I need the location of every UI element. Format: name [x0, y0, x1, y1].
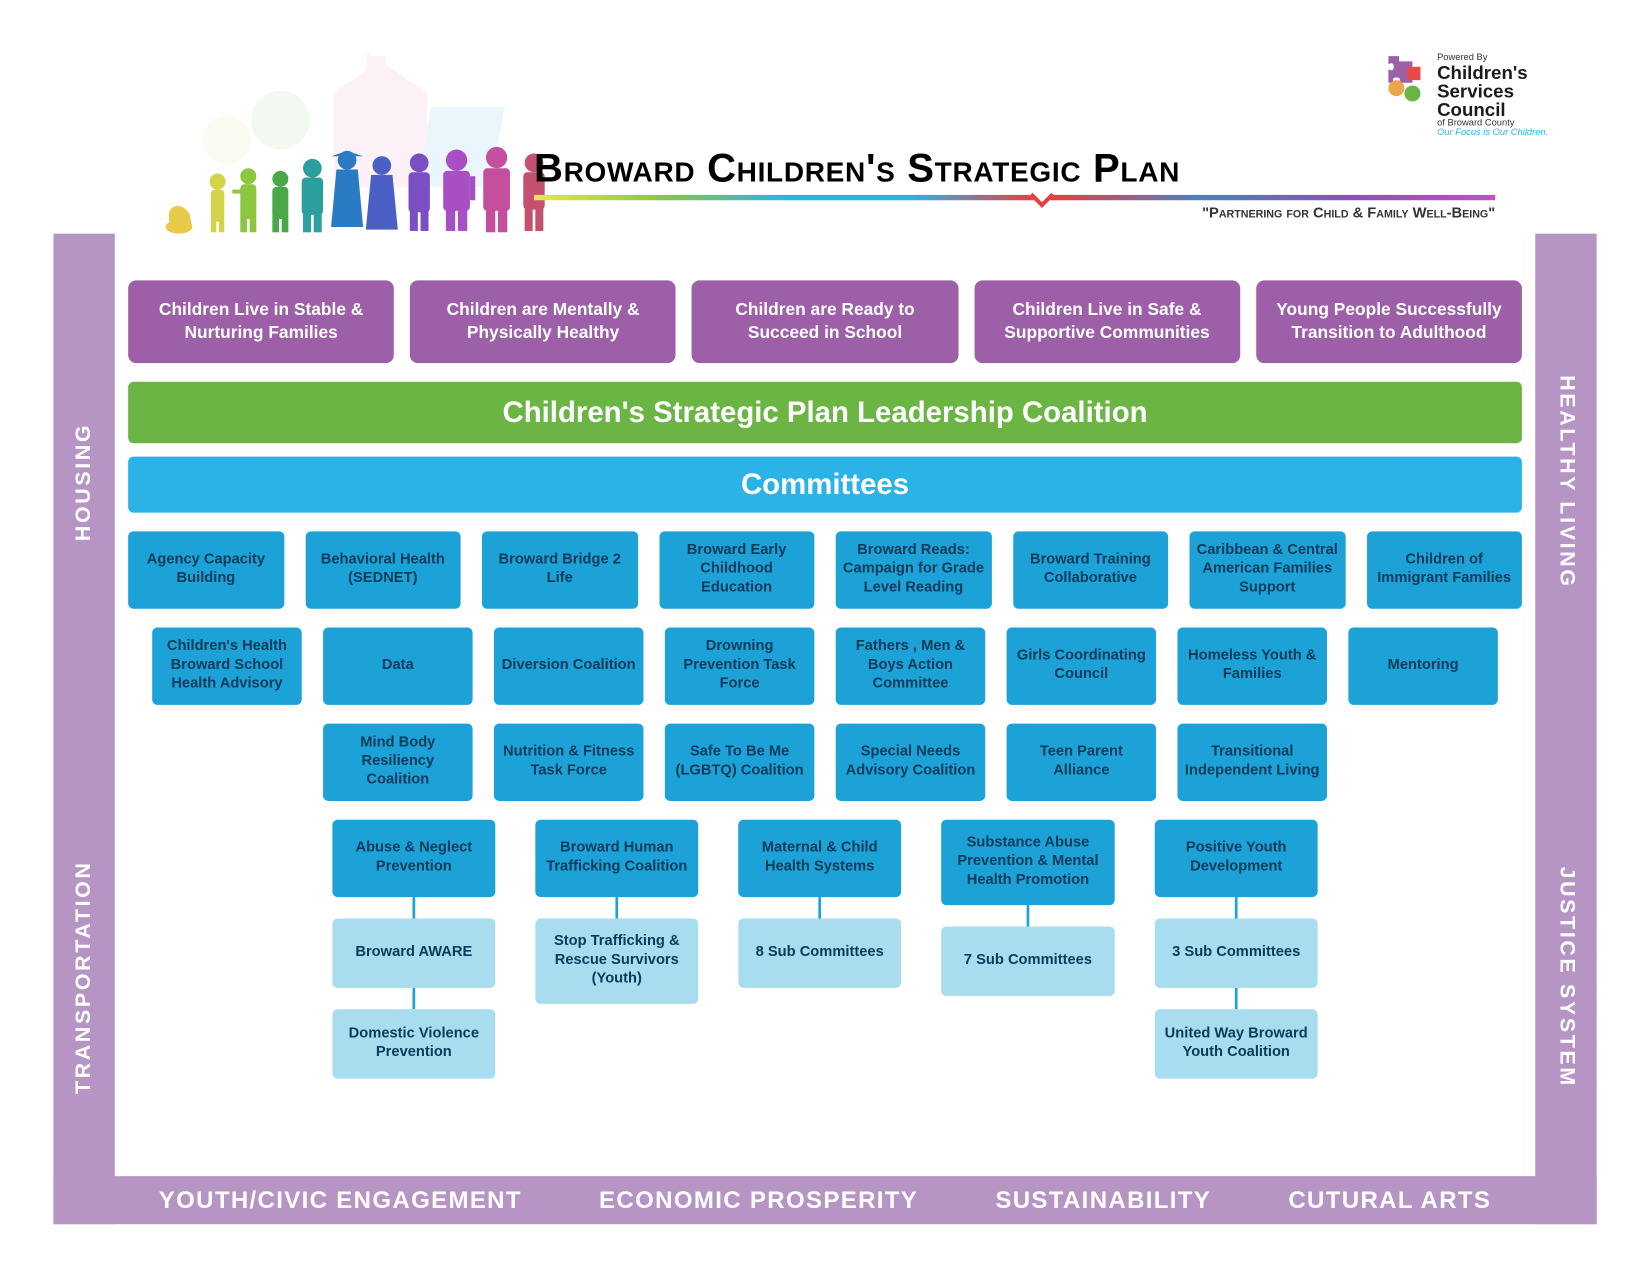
side-label-housing: HOUSING	[72, 422, 96, 540]
committee-box: Fathers , Men & Boys Action Committee	[836, 627, 986, 704]
committee-box: Girls Coordinating Council	[1007, 627, 1157, 704]
goals-row: Children Live in Stable & Nurturing Fami…	[128, 280, 1522, 362]
subtitle: "Partnering for Child & Family Well-Bein…	[534, 206, 1495, 222]
frame-left: HOUSING TRANSPORTATION	[53, 234, 114, 1225]
committee-box: Special Needs Advisory Coalition	[836, 723, 986, 800]
committee-box: Substance Abuse Prevention & Mental Heal…	[941, 819, 1115, 904]
committee-box: Nutrition & Fitness Task Force	[494, 723, 644, 800]
sub-committee-box: 3 Sub Committees	[1155, 918, 1318, 987]
committee-box: Behavioral Health (SEDNET)	[305, 531, 461, 608]
sub-column: Abuse & Neglect Prevention Broward AWARE…	[332, 819, 495, 1078]
bottom-label-sustainability: SUSTAINABILITY	[995, 1186, 1211, 1214]
frame-bottom: YOUTH/CIVIC ENGAGEMENT ECONOMIC PROSPERI…	[53, 1176, 1596, 1224]
committee-row-1: Agency Capacity Building Behavioral Heal…	[128, 531, 1522, 608]
sub-committee-box: Domestic Violence Prevention	[332, 1009, 495, 1078]
connector-line	[615, 897, 618, 918]
sub-committee-box: Broward AWARE	[332, 918, 495, 987]
goal-box: Children Live in Safe & Supportive Commu…	[974, 280, 1240, 362]
csc-logo: Powered By Children's Services Council o…	[1383, 53, 1570, 137]
frame-right: HEALTHY LIVING JUSTICE SYSTEM	[1535, 234, 1596, 1225]
committee-box: Teen Parent Alliance	[1007, 723, 1157, 800]
committee-box: Data	[323, 627, 473, 704]
committees-header: Committees	[128, 456, 1522, 512]
sub-committee-box: Stop Trafficking & Rescue Survivors (You…	[535, 918, 698, 1003]
committee-box: Children of Immigrant Families	[1366, 531, 1522, 608]
people-silhouette-logo	[134, 53, 561, 240]
committee-box: Agency Capacity Building	[128, 531, 284, 608]
committee-box: Caribbean & Central American Families Su…	[1189, 531, 1345, 608]
puzzle-icon	[1383, 53, 1428, 113]
csc-county: of Broward County	[1437, 119, 1548, 128]
csc-tagline: Our Focus is Our Children.	[1437, 128, 1548, 137]
goal-box: Children are Mentally & Physically Healt…	[410, 280, 676, 362]
committee-row-2: Children's Health Broward School Health …	[128, 627, 1522, 704]
committee-box: Abuse & Neglect Prevention	[332, 819, 495, 896]
csc-name-1: Children's	[1437, 63, 1548, 82]
bottom-label-cultural: CUTURAL ARTS	[1288, 1186, 1491, 1214]
committee-box: Broward Bridge 2 Life	[482, 531, 638, 608]
header: Broward Children's Strategic Plan "Partn…	[134, 53, 1570, 253]
committee-box: Maternal & Child Health Systems	[738, 819, 901, 896]
sub-column: Substance Abuse Prevention & Mental Heal…	[941, 819, 1115, 1078]
committee-box: Diversion Coalition	[494, 627, 644, 704]
committee-box: Safe To Be Me (LGBTQ) Coalition	[665, 723, 815, 800]
title-block: Broward Children's Strategic Plan "Partn…	[534, 147, 1495, 222]
rainbow-underline	[534, 195, 1495, 200]
sub-committee-row: Abuse & Neglect Prevention Broward AWARE…	[128, 819, 1522, 1078]
connector-line	[818, 897, 821, 918]
committee-box: Drowning Prevention Task Force	[665, 627, 815, 704]
bottom-label-economic: ECONOMIC PROSPERITY	[599, 1186, 918, 1214]
committee-box: Positive Youth Development	[1155, 819, 1318, 896]
csc-name-2: Services	[1437, 81, 1548, 100]
main-title: Broward Children's Strategic Plan	[534, 147, 1495, 192]
sub-committee-box: United Way Broward Youth Coalition	[1155, 1009, 1318, 1078]
connector-line	[1027, 905, 1030, 926]
bottom-label-youth: YOUTH/CIVIC ENGAGEMENT	[159, 1186, 522, 1214]
leadership-bar: Children's Strategic Plan Leadership Coa…	[128, 382, 1522, 443]
committee-box: Homeless Youth & Families	[1177, 627, 1327, 704]
committee-box: Broward Training Collaborative	[1013, 531, 1169, 608]
goal-box: Young People Successfully Transition to …	[1256, 280, 1522, 362]
sub-column: Maternal & Child Health Systems 8 Sub Co…	[738, 819, 901, 1078]
connector-line	[413, 988, 416, 1009]
csc-name-3: Council	[1437, 100, 1548, 119]
connector-line	[1235, 897, 1238, 918]
committee-box: Transitional Independent Living	[1177, 723, 1327, 800]
committee-box: Children's Health Broward School Health …	[152, 627, 302, 704]
committee-row-3: Mind Body Resiliency Coalition Nutrition…	[128, 723, 1522, 800]
connector-line	[1235, 988, 1238, 1009]
side-label-healthy: HEALTHY LIVING	[1554, 375, 1578, 588]
goal-box: Children Live in Stable & Nurturing Fami…	[128, 280, 394, 362]
committee-box: Broward Early Childhood Education	[659, 531, 815, 608]
sub-committee-box: 7 Sub Committees	[941, 926, 1115, 995]
side-label-justice: JUSTICE SYSTEM	[1554, 866, 1578, 1087]
committee-box: Mind Body Resiliency Coalition	[323, 723, 473, 800]
sub-column: Positive Youth Development 3 Sub Committ…	[1155, 819, 1318, 1078]
content-area: Children Live in Stable & Nurturing Fami…	[128, 280, 1522, 1078]
committee-box: Broward Reads: Campaign for Grade Level …	[836, 531, 992, 608]
committee-box: Mentoring	[1348, 627, 1498, 704]
committee-box: Broward Human Trafficking Coalition	[535, 819, 698, 896]
connector-line	[413, 897, 416, 918]
sub-committee-box: 8 Sub Committees	[738, 918, 901, 987]
sub-column: Broward Human Trafficking Coalition Stop…	[535, 819, 698, 1078]
side-label-transportation: TRANSPORTATION	[72, 860, 96, 1094]
goal-box: Children are Ready to Succeed in School	[692, 280, 958, 362]
